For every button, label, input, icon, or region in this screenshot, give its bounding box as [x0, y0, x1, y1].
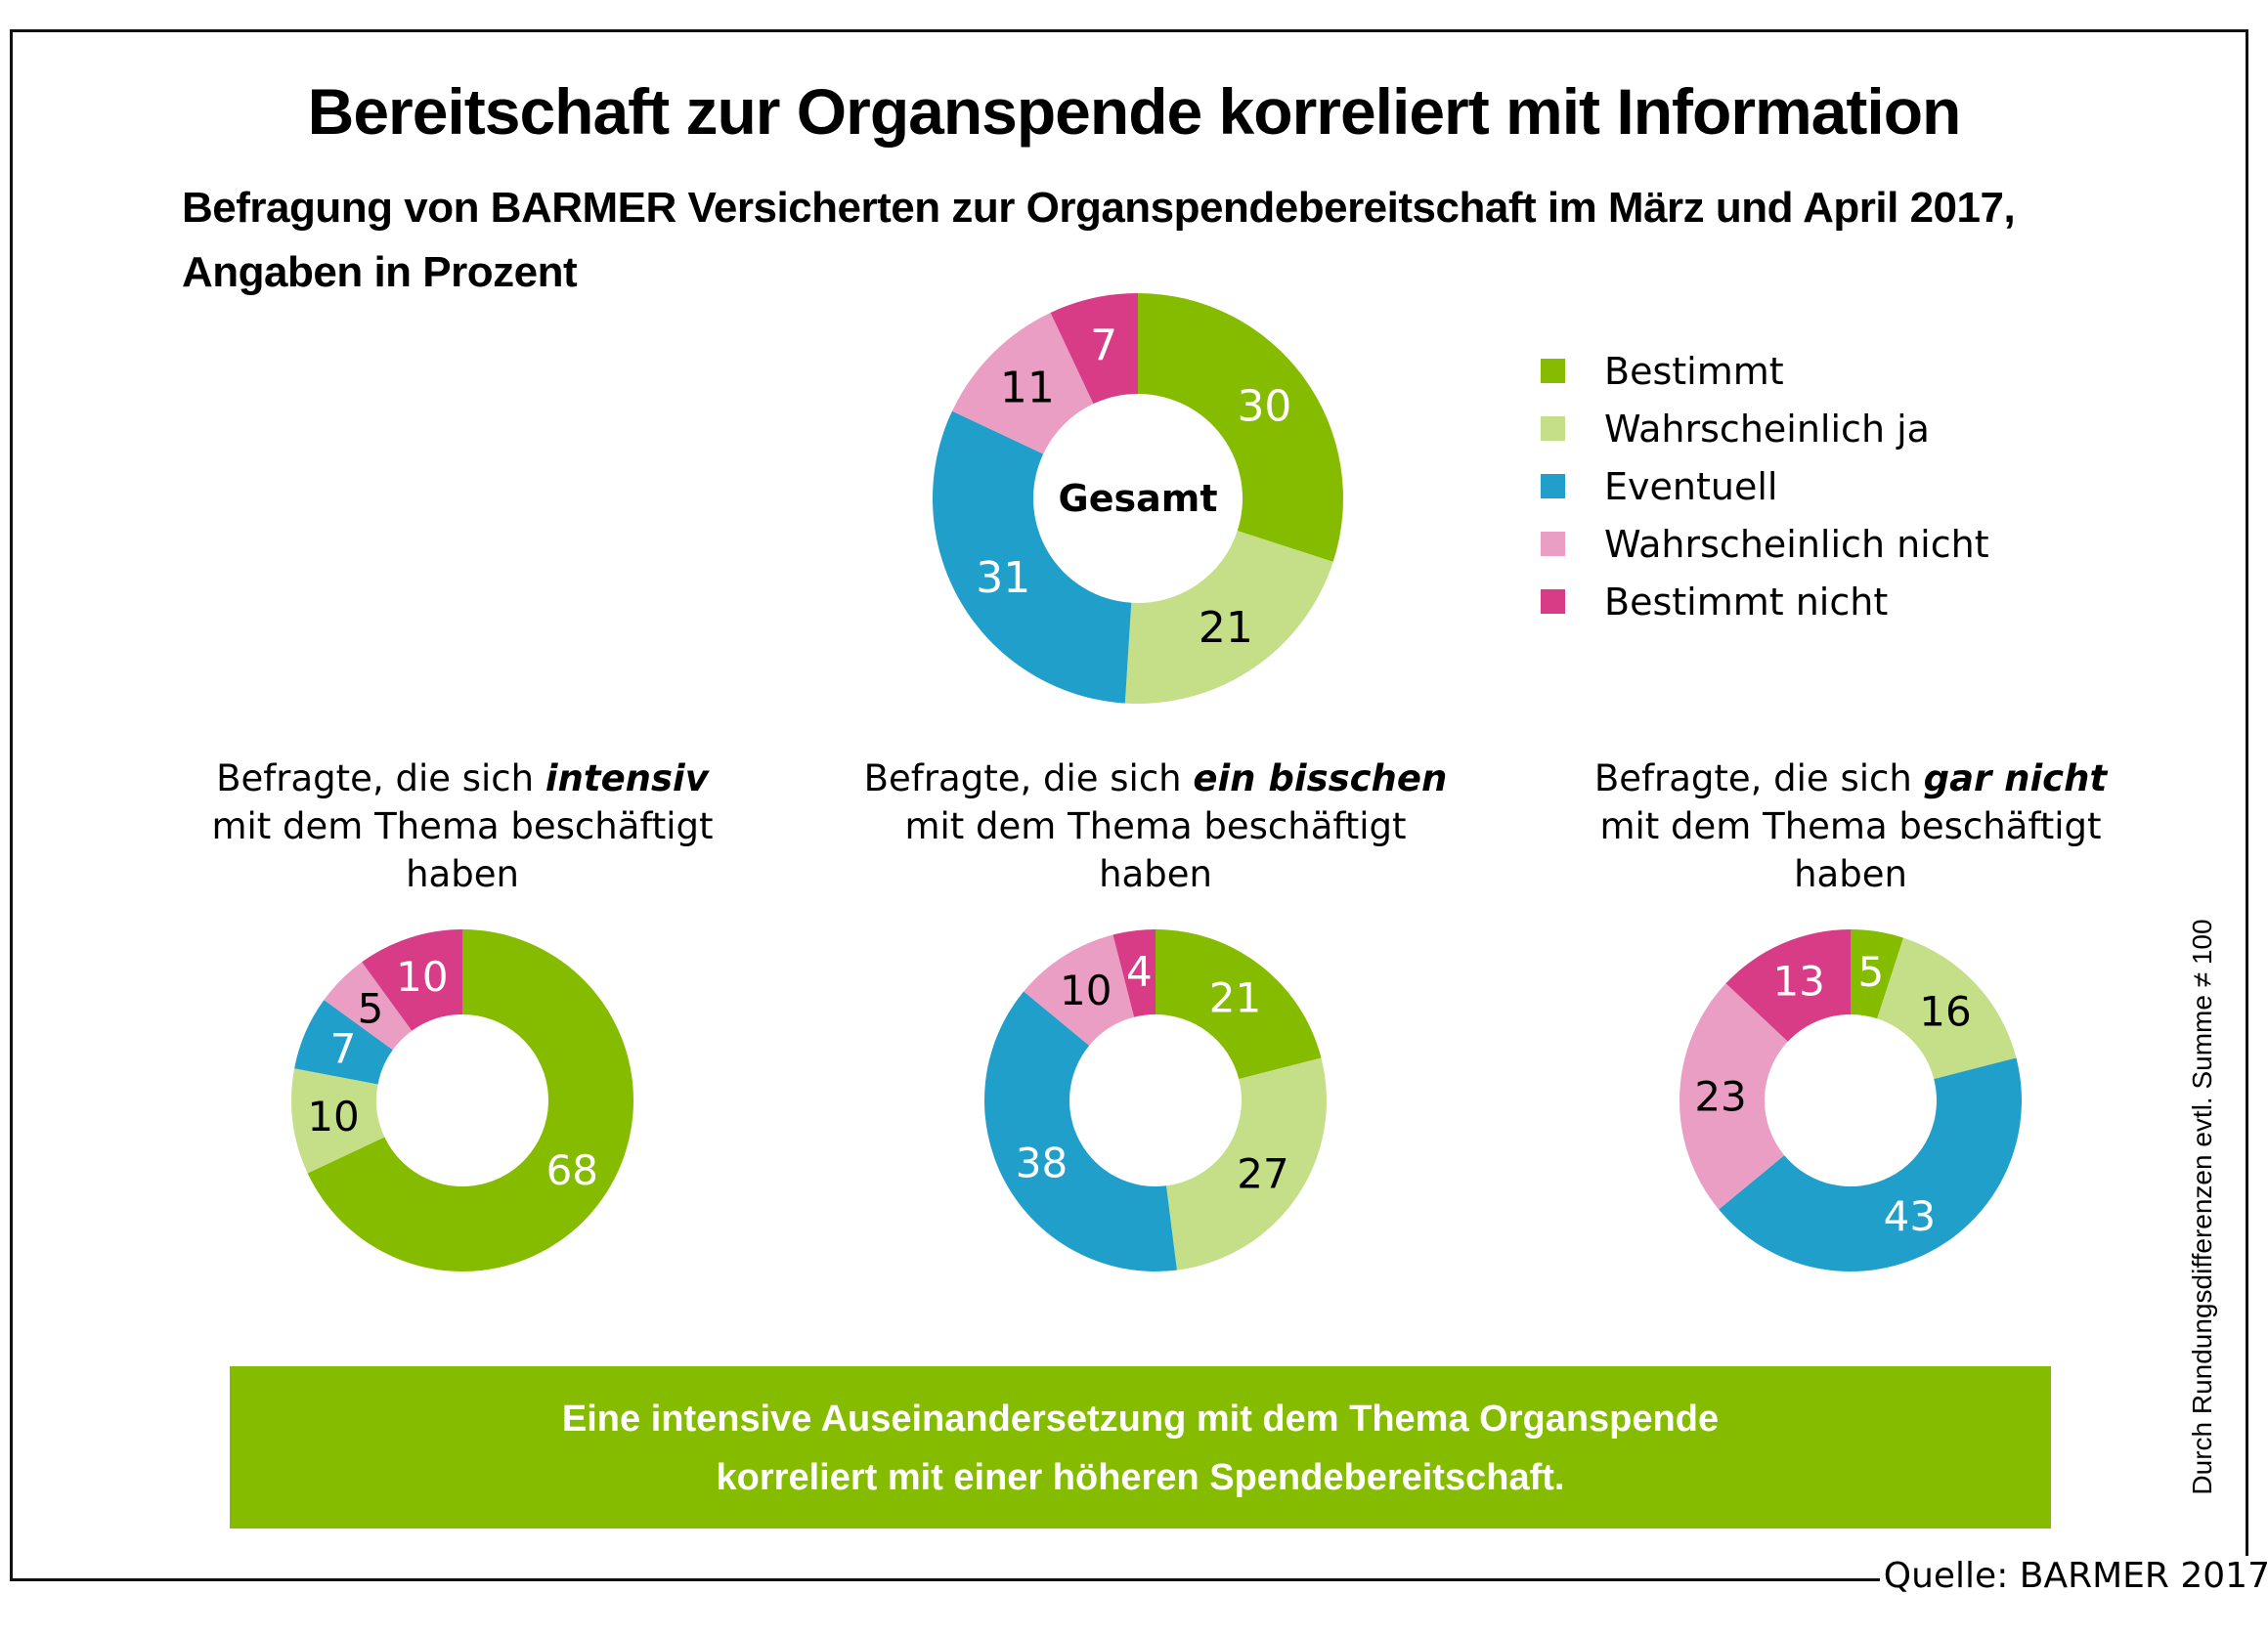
conclusion-line1: Eine intensive Auseinandersetzung mit de… — [561, 1399, 1720, 1440]
slice-gesamt-bestimmt — [1138, 293, 1344, 562]
slice-gesamt-wahrscheinlich-ja — [1124, 531, 1333, 704]
legend-item-bestimmt: Bestimmt — [1541, 342, 1989, 400]
chart-subtitle-line1: Befragung von BARMER Versicherten zur Or… — [182, 184, 2016, 232]
slice-gar-nicht-bestimmt — [1851, 929, 1904, 1019]
caption-line2: mit dem Thema beschäftigt — [1599, 805, 2102, 847]
slice-intensiv-wahrscheinlich-ja — [291, 1068, 385, 1174]
data-label-gar-nicht-wahrscheinlich-ja: 16 — [1919, 987, 1971, 1035]
slice-gar-nicht-wahrscheinlich-nicht — [1679, 983, 1788, 1210]
legend-item-wahrscheinlich-nicht: Wahrscheinlich nicht — [1541, 515, 1989, 573]
caption-ein-bisschen: Befragte, die sich ein bisschen mit dem … — [852, 754, 1459, 898]
data-label-gar-nicht-eventuell: 43 — [1884, 1192, 1936, 1240]
slice-gesamt-bestimmt-nicht — [1050, 293, 1138, 405]
slice-intensiv-bestimmt-nicht — [362, 929, 462, 1031]
legend: Bestimmt Wahrscheinlich ja Eventuell Wah… — [1541, 342, 1989, 630]
caption-line3: haben — [1794, 853, 1907, 895]
slice-gar-nicht-wahrscheinlich-ja — [1877, 937, 2017, 1080]
caption-gar-nicht: Befragte, die sich gar nicht mit dem The… — [1548, 754, 2154, 898]
data-label-ein-bisschen-bestimmt: 21 — [1209, 973, 1261, 1021]
data-label-intensiv-bestimmt: 68 — [546, 1146, 598, 1194]
chart-title: Bereitschaft zur Organspende korreliert … — [307, 75, 1962, 148]
source-label: Quelle: BARMER 2017 — [1879, 1556, 2268, 1596]
legend-swatch-icon — [1541, 359, 1565, 383]
data-label-ein-bisschen-wahrscheinlich-ja: 27 — [1237, 1149, 1288, 1197]
legend-swatch-icon — [1541, 416, 1565, 441]
data-label-gar-nicht-bestimmt-nicht: 13 — [1772, 957, 1824, 1005]
chart-frame — [10, 29, 2248, 1581]
slice-intensiv-wahrscheinlich-nicht — [324, 962, 413, 1051]
legend-label: Bestimmt — [1604, 349, 1784, 393]
conclusion-box: Eine intensive Auseinandersetzung mit de… — [230, 1366, 2051, 1528]
slice-gesamt-eventuell — [933, 410, 1132, 704]
caption-emphasis: gar nicht — [1923, 757, 2108, 799]
legend-swatch-icon — [1541, 474, 1565, 498]
data-label-intensiv-eventuell: 7 — [330, 1025, 357, 1073]
data-label-ein-bisschen-eventuell: 38 — [1016, 1140, 1068, 1187]
caption-prefix: Befragte, die sich — [216, 757, 545, 799]
caption-line3: haben — [1099, 853, 1212, 895]
caption-emphasis: ein bisschen — [1193, 757, 1448, 799]
conclusion-line2: korreliert mit einer höheren Spendeberei… — [716, 1457, 1565, 1498]
caption-prefix: Befragte, die sich — [863, 757, 1194, 799]
legend-swatch-icon — [1541, 532, 1565, 556]
data-label-gesamt-bestimmt: 30 — [1237, 381, 1291, 431]
data-label-gar-nicht-bestimmt: 5 — [1857, 948, 1884, 996]
legend-item-bestimmt-nicht: Bestimmt nicht — [1541, 573, 1989, 630]
data-label-gesamt-eventuell: 31 — [976, 553, 1030, 603]
data-label-gesamt-bestimmt-nicht: 7 — [1090, 321, 1117, 370]
donut-gar-nicht: 5 16 43 23 13 — [1679, 929, 2022, 1271]
data-label-gesamt-wahrscheinlich-ja: 21 — [1199, 603, 1253, 653]
legend-item-eventuell: Eventuell — [1541, 457, 1989, 515]
slice-ein-bisschen-bestimmt — [1156, 929, 1322, 1080]
legend-label: Bestimmt nicht — [1604, 580, 1889, 624]
donut-ein-bisschen: 21 27 38 10 4 — [983, 929, 1328, 1272]
data-label-gesamt-wahrscheinlich-nicht: 11 — [1000, 363, 1055, 412]
slice-gar-nicht-bestimmt-nicht — [1725, 929, 1851, 1042]
slice-gesamt-wahrscheinlich-nicht — [951, 312, 1094, 454]
caption-emphasis: intensiv — [545, 757, 709, 799]
caption-prefix: Befragte, die sich — [1593, 757, 1924, 799]
data-label-intensiv-wahrscheinlich-nicht: 5 — [358, 984, 384, 1032]
legend-label: Eventuell — [1604, 464, 1778, 508]
slice-intensiv-eventuell — [294, 1000, 393, 1085]
slice-ein-bisschen-eventuell — [983, 991, 1177, 1272]
legend-label: Wahrscheinlich ja — [1604, 407, 1930, 451]
slice-gar-nicht-eventuell — [1719, 1057, 2022, 1271]
slice-ein-bisschen-bestimmt-nicht — [1112, 929, 1156, 1017]
slice-ein-bisschen-wahrscheinlich-ja — [1166, 1057, 1328, 1270]
donut-center-label: Gesamt — [1059, 477, 1218, 520]
slice-intensiv-bestimmt — [307, 929, 633, 1272]
data-label-intensiv-bestimmt-nicht: 10 — [396, 953, 448, 1001]
data-label-ein-bisschen-wahrscheinlich-nicht: 10 — [1060, 967, 1112, 1014]
legend-label: Wahrscheinlich nicht — [1604, 522, 1989, 566]
caption-line2: mit dem Thema beschäftigt — [211, 805, 714, 847]
rounding-note: Durch Rundungsdifferenzen evtl. Summe ≠ … — [2187, 919, 2217, 1495]
data-label-ein-bisschen-bestimmt-nicht: 4 — [1126, 948, 1153, 996]
legend-item-wahrscheinlich-ja: Wahrscheinlich ja — [1541, 400, 1989, 457]
donut-gesamt: 30 21 31 11 7 Gesamt — [933, 293, 1344, 704]
caption-line2: mit dem Thema beschäftigt — [904, 805, 1407, 847]
data-label-intensiv-wahrscheinlich-ja: 10 — [307, 1093, 359, 1141]
legend-swatch-icon — [1541, 589, 1565, 614]
slice-ein-bisschen-wahrscheinlich-nicht — [1024, 934, 1135, 1046]
caption-intensiv: Befragte, die sich intensiv mit dem Them… — [159, 754, 765, 898]
data-label-gar-nicht-wahrscheinlich-nicht: 23 — [1694, 1072, 1746, 1120]
caption-line3: haben — [406, 853, 519, 895]
chart-subtitle-line2: Angaben in Prozent — [182, 248, 578, 296]
